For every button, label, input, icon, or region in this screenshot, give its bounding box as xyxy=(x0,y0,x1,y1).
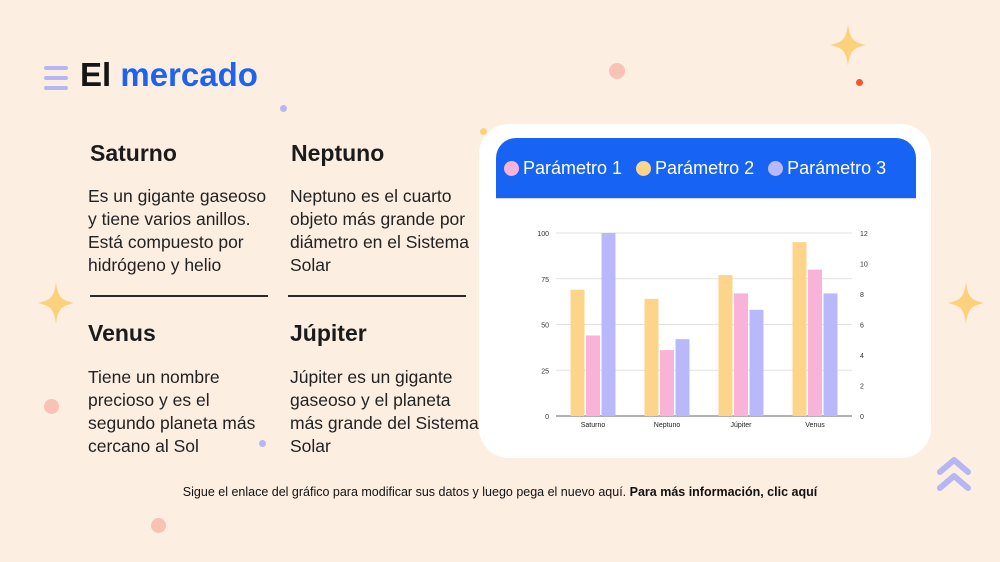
block-saturno-title: Saturno xyxy=(90,140,177,166)
bar xyxy=(823,293,838,416)
decor-dot xyxy=(44,399,59,414)
footer-note: Sigue el enlace del gráfico para modific… xyxy=(0,485,1000,499)
x-tick-label: Saturno xyxy=(581,422,606,429)
bar xyxy=(749,309,764,416)
legend-label: Parámetro 1 xyxy=(523,157,623,178)
bar xyxy=(808,269,822,416)
y2-tick-label: 4 xyxy=(860,353,864,360)
menu-icon[interactable] xyxy=(44,66,68,96)
decor-dot xyxy=(151,518,166,533)
bar xyxy=(570,289,585,416)
footer-text: Sigue el enlace del gráfico para modific… xyxy=(182,485,627,499)
y2-tick-label: 6 xyxy=(860,323,864,330)
legend-item: Parámetro 1 xyxy=(504,158,622,179)
legend-swatch xyxy=(636,160,652,176)
x-tick-label: Venus xyxy=(805,422,825,429)
bar xyxy=(792,242,807,416)
legend-swatch xyxy=(504,160,519,176)
y-tick-label: 25 xyxy=(541,368,549,375)
block-jupiter-text: Júpiter es un gigante gaseoso y el plane… xyxy=(290,367,479,456)
block-neptuno-text: Neptuno es el cuarto objeto más grande p… xyxy=(290,186,469,275)
double-chevron-up-icon[interactable] xyxy=(936,452,972,496)
y2-tick-label: 0 xyxy=(860,414,864,421)
bar xyxy=(718,275,733,416)
page-title: El mercado xyxy=(80,56,258,93)
block-venus-text: Tiene un nombre precioso y es el segundo… xyxy=(88,367,256,456)
chart-area: 0 25 50 75 100 0 2 4 6 8 10 12 Saturno Neptuno Júpiter… xyxy=(496,198,916,447)
bar xyxy=(644,298,659,416)
decor-dot xyxy=(480,128,487,135)
block-jupiter-title: Júpiter xyxy=(290,320,367,346)
y2-tick-label: 10 xyxy=(860,262,868,269)
decor-dot xyxy=(259,440,266,447)
divider xyxy=(288,295,466,297)
decor-dot xyxy=(609,63,625,79)
legend-item: Parámetro 2 xyxy=(636,158,754,179)
decor-dot xyxy=(280,105,287,112)
sparkle-icon xyxy=(38,282,74,324)
legend-swatch xyxy=(768,160,784,176)
decor-dot xyxy=(856,79,863,86)
y-tick-label: 75 xyxy=(541,277,549,284)
bar xyxy=(601,233,616,416)
y-tick-label: 100 xyxy=(537,231,549,238)
bar xyxy=(734,293,748,416)
y2-tick-label: 12 xyxy=(860,231,868,238)
legend-item: Parámetro 3 xyxy=(768,158,886,179)
bar xyxy=(586,335,600,416)
legend-label: Parámetro 2 xyxy=(655,157,755,178)
chart-legend: Parámetro 1 Parámetro 2 Parámetro 3 xyxy=(496,138,916,198)
bar xyxy=(660,350,674,416)
bar-chart: 0 25 50 75 100 0 2 4 6 8 10 12 Saturno Neptuno Júpiter… xyxy=(537,231,868,429)
x-tick-label: Neptuno xyxy=(654,422,681,429)
block-saturno-text: Es un gigante gaseoso y tiene varios ani… xyxy=(88,186,267,275)
x-tick-label: Júpiter xyxy=(730,422,752,429)
divider xyxy=(90,295,268,297)
sparkle-icon xyxy=(830,24,866,66)
more-info-link[interactable]: Para más información, clic aquí xyxy=(629,485,818,499)
legend-label: Parámetro 3 xyxy=(787,157,887,178)
y-tick-label: 0 xyxy=(545,414,549,421)
block-neptuno-title: Neptuno xyxy=(291,140,385,166)
y2-tick-label: 2 xyxy=(860,384,864,391)
y-tick-label: 50 xyxy=(541,323,549,330)
sparkle-icon xyxy=(948,282,984,324)
bar xyxy=(675,339,690,416)
block-venus-title: Venus xyxy=(88,320,156,346)
y2-tick-label: 8 xyxy=(860,292,864,299)
